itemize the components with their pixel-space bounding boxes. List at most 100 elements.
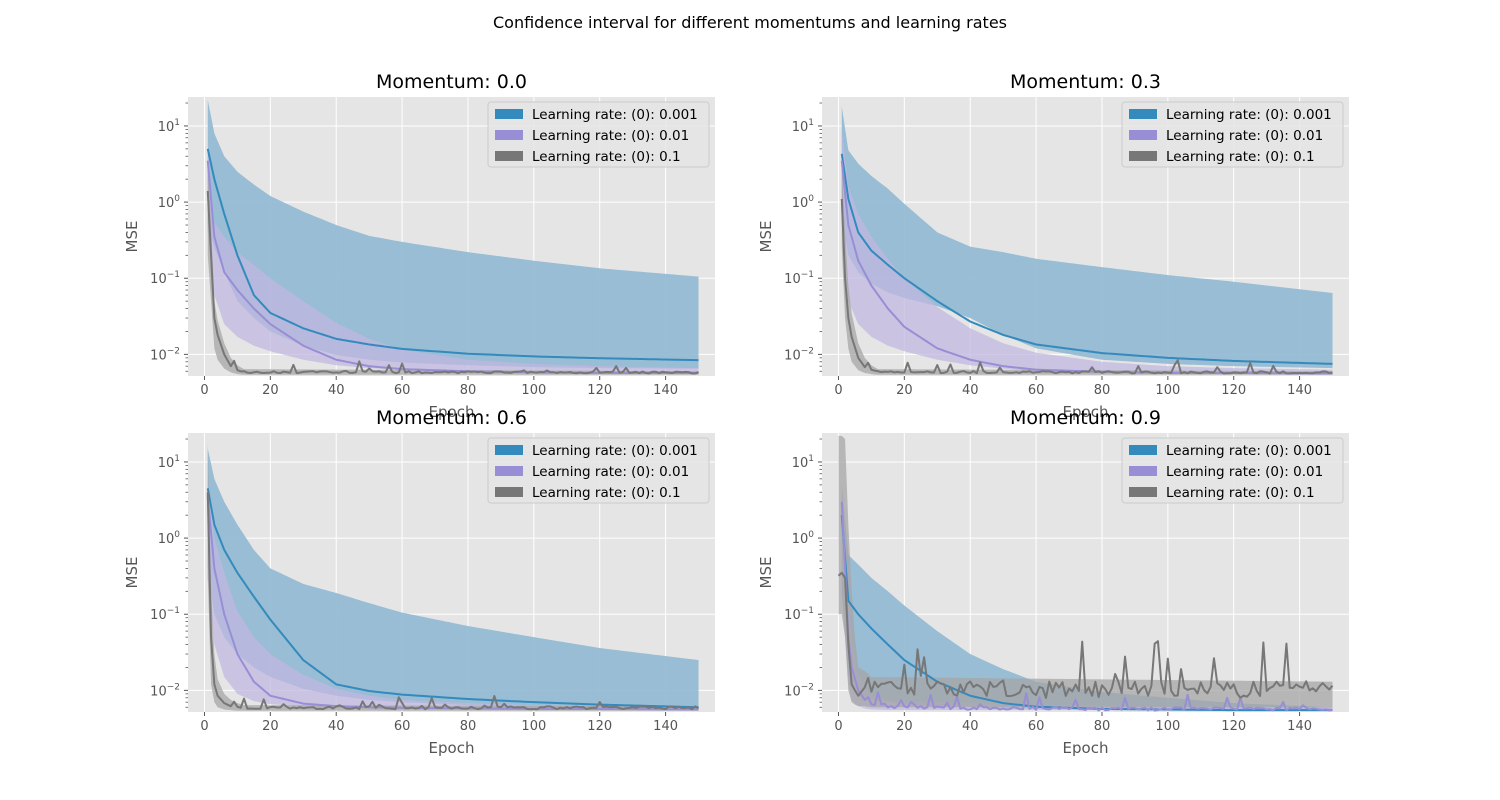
- x-axis-label: Epoch: [429, 403, 475, 421]
- x-tick-label: 60: [1028, 719, 1045, 734]
- subplot-4: 0 20 40 60 80 100 120 140 10−2 10−1 100 101 Momentum…: [757, 407, 1349, 757]
- subplot-title: Momentum: 0.6: [376, 407, 527, 429]
- x-axis-label: Epoch: [1063, 403, 1109, 421]
- legend-label: Learning rate: (0): 0.1: [532, 149, 681, 165]
- x-tick-label: 100: [1155, 719, 1180, 734]
- legend-frame: [1121, 101, 1344, 168]
- x-axis-label: Epoch: [429, 739, 475, 757]
- x-tick-label: 120: [587, 719, 612, 734]
- mean-line-series-3: [206, 492, 700, 711]
- y-tick-label: 10−1: [150, 270, 180, 287]
- y-tick-label: 101: [792, 454, 814, 471]
- legend-swatch: [495, 466, 523, 476]
- y-tick-label: 10−1: [784, 270, 814, 287]
- series-group: [840, 106, 1333, 375]
- legend: Learning rate: (0): 0.001 Learning rate: …: [1121, 101, 1344, 168]
- subplot-title: Momentum: 0.3: [1010, 71, 1161, 93]
- legend-label: Learning rate: (0): 0.01: [532, 464, 689, 480]
- y-axis-label: MSE: [757, 557, 775, 589]
- legend-label: Learning rate: (0): 0.1: [1166, 149, 1315, 165]
- legend-frame: [487, 437, 710, 504]
- confidence-band-series-1: [207, 448, 699, 710]
- x-axis-label: Epoch: [1063, 739, 1109, 757]
- subplot-title: Momentum: 0.0: [376, 71, 527, 93]
- legend-label: Learning rate: (0): 0.01: [1166, 128, 1323, 144]
- x-tick-label: 120: [587, 383, 612, 398]
- legend-label: Learning rate: (0): 0.1: [532, 485, 681, 501]
- y-tick-label: 10−1: [150, 606, 180, 623]
- x-tick-label: 20: [896, 383, 913, 398]
- legend-swatch: [1129, 445, 1157, 455]
- legend-swatch: [1129, 466, 1157, 476]
- legend-frame: [1121, 437, 1344, 504]
- y-tick-label: 100: [158, 530, 181, 547]
- legend-label: Learning rate: (0): 0.01: [1166, 464, 1323, 480]
- y-tick-label: 10−2: [784, 346, 814, 363]
- x-tick-label: 100: [1155, 383, 1180, 398]
- mean-line-series-1: [840, 153, 1333, 365]
- y-axis-label: MSE: [123, 557, 141, 589]
- x-tick-label: 0: [834, 383, 842, 398]
- legend-swatch: [1129, 487, 1157, 497]
- legend-label: Learning rate: (0): 0.001: [532, 443, 698, 459]
- x-tick-label: 80: [460, 383, 477, 398]
- x-tick-label: 80: [1094, 719, 1111, 734]
- legend-label: Learning rate: (0): 0.001: [1166, 107, 1332, 123]
- x-tick-label: 60: [1028, 383, 1045, 398]
- mean-line-series-2: [840, 501, 1333, 712]
- subplot-1: 0 20 40 60 80 100 120 140 10−2 10−1 100 101 Momentum…: [123, 71, 715, 421]
- legend-swatch: [1129, 130, 1157, 140]
- x-tick-label: 0: [834, 719, 842, 734]
- legend-swatch: [495, 445, 523, 455]
- y-tick-label: 10−1: [784, 606, 814, 623]
- x-tick-label: 140: [1287, 719, 1312, 734]
- legend-label: Learning rate: (0): 0.1: [1166, 485, 1315, 501]
- y-tick-label: 101: [792, 118, 814, 135]
- y-tick-label: 10−2: [784, 682, 814, 699]
- legend-label: Learning rate: (0): 0.001: [1166, 443, 1332, 459]
- legend-swatch: [1129, 109, 1157, 119]
- legend-frame: [487, 101, 710, 168]
- x-tick-label: 20: [262, 719, 279, 734]
- x-tick-label: 40: [962, 719, 979, 734]
- x-tick-label: 60: [394, 719, 411, 734]
- x-tick-label: 60: [394, 383, 411, 398]
- legend: Learning rate: (0): 0.001 Learning rate: …: [1121, 437, 1344, 504]
- x-tick-label: 120: [1221, 383, 1246, 398]
- x-tick-label: 100: [521, 383, 546, 398]
- legend-swatch: [495, 109, 523, 119]
- legend-label: Learning rate: (0): 0.001: [532, 107, 698, 123]
- legend-swatch: [495, 487, 523, 497]
- legend-swatch: [495, 130, 523, 140]
- mean-line-series-1: [206, 148, 699, 362]
- y-tick-label: 101: [158, 118, 180, 135]
- mean-line-series-3: [840, 198, 1333, 375]
- confidence-band-series-2: [207, 478, 699, 711]
- x-tick-label: 40: [328, 719, 345, 734]
- confidence-band-series-3: [838, 435, 1333, 708]
- mean-line-series-3: [837, 571, 1334, 699]
- x-tick-label: 120: [1221, 719, 1246, 734]
- x-tick-label: 140: [1287, 383, 1312, 398]
- y-tick-label: 100: [792, 530, 815, 547]
- subplot-title: Momentum: 0.9: [1010, 407, 1161, 429]
- x-tick-label: 20: [896, 719, 913, 734]
- confidence-band-series-1: [841, 484, 1333, 711]
- confidence-band-series-1: [207, 99, 699, 369]
- figure-title: Confidence interval for different moment…: [493, 13, 1007, 32]
- y-tick-label: 100: [158, 194, 181, 211]
- x-tick-label: 40: [962, 383, 979, 398]
- mean-line-series-3: [206, 190, 699, 375]
- y-tick-label: 101: [158, 454, 180, 471]
- x-tick-label: 140: [653, 383, 678, 398]
- x-tick-label: 0: [200, 719, 208, 734]
- legend: Learning rate: (0): 0.001 Learning rate: …: [487, 101, 710, 168]
- x-tick-label: 80: [460, 719, 477, 734]
- x-tick-label: 40: [328, 383, 345, 398]
- x-tick-label: 0: [200, 383, 208, 398]
- series-group: [206, 442, 700, 711]
- y-tick-label: 10−2: [150, 682, 180, 699]
- legend-swatch: [1129, 151, 1157, 161]
- series-group: [837, 435, 1334, 712]
